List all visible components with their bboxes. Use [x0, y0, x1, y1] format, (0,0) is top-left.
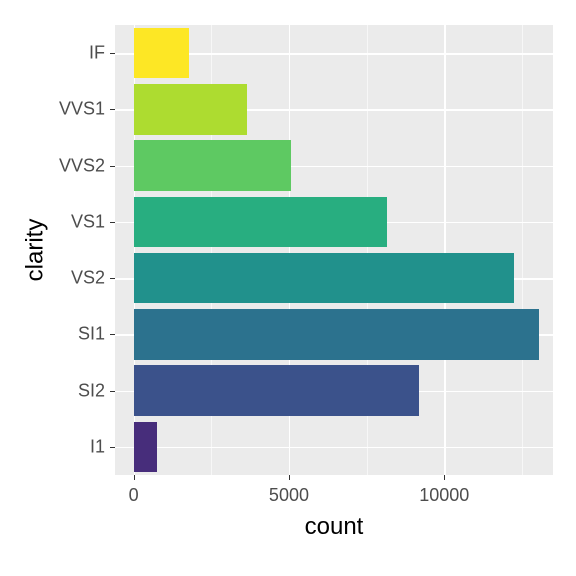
grid-major-v — [444, 25, 445, 475]
x-tick-mark — [444, 475, 445, 480]
y-tick-mark — [110, 278, 115, 279]
y-tick-mark — [110, 222, 115, 223]
x-tick-label: 5000 — [269, 485, 309, 506]
grid-minor-v — [522, 25, 523, 475]
y-tick-label: I1 — [90, 436, 105, 457]
y-tick-label: SI1 — [78, 324, 105, 345]
bar-vs1 — [134, 197, 388, 247]
y-tick-label: VS1 — [71, 211, 105, 232]
y-tick-mark — [110, 109, 115, 110]
y-tick-label: VVS2 — [59, 155, 105, 176]
y-tick-label: VS2 — [71, 268, 105, 289]
bar-if — [134, 28, 190, 78]
y-tick-mark — [110, 447, 115, 448]
bar-vvs1 — [134, 84, 248, 134]
y-tick-mark — [110, 334, 115, 335]
x-tick-label: 10000 — [419, 485, 469, 506]
x-tick-mark — [289, 475, 290, 480]
grid-major-h — [115, 447, 553, 448]
y-tick-label: VVS1 — [59, 99, 105, 120]
x-tick-label: 0 — [129, 485, 139, 506]
y-tick-mark — [110, 391, 115, 392]
x-tick-mark — [134, 475, 135, 480]
bar-i1 — [134, 422, 157, 472]
bar-si2 — [134, 365, 420, 415]
y-axis-title: clarity — [21, 219, 49, 282]
bar-si1 — [134, 309, 540, 359]
y-tick-mark — [110, 53, 115, 54]
plot-area — [115, 25, 553, 475]
bar-vvs2 — [134, 140, 291, 190]
y-tick-label: SI2 — [78, 380, 105, 401]
chart-container: clarity count 0 5000 10000 IF VVS1 VVS2 VS1 VS2… — [0, 0, 576, 576]
bar-vs2 — [134, 253, 515, 303]
x-axis-title: count — [305, 513, 364, 541]
y-tick-mark — [110, 166, 115, 167]
y-tick-label: IF — [89, 43, 105, 64]
